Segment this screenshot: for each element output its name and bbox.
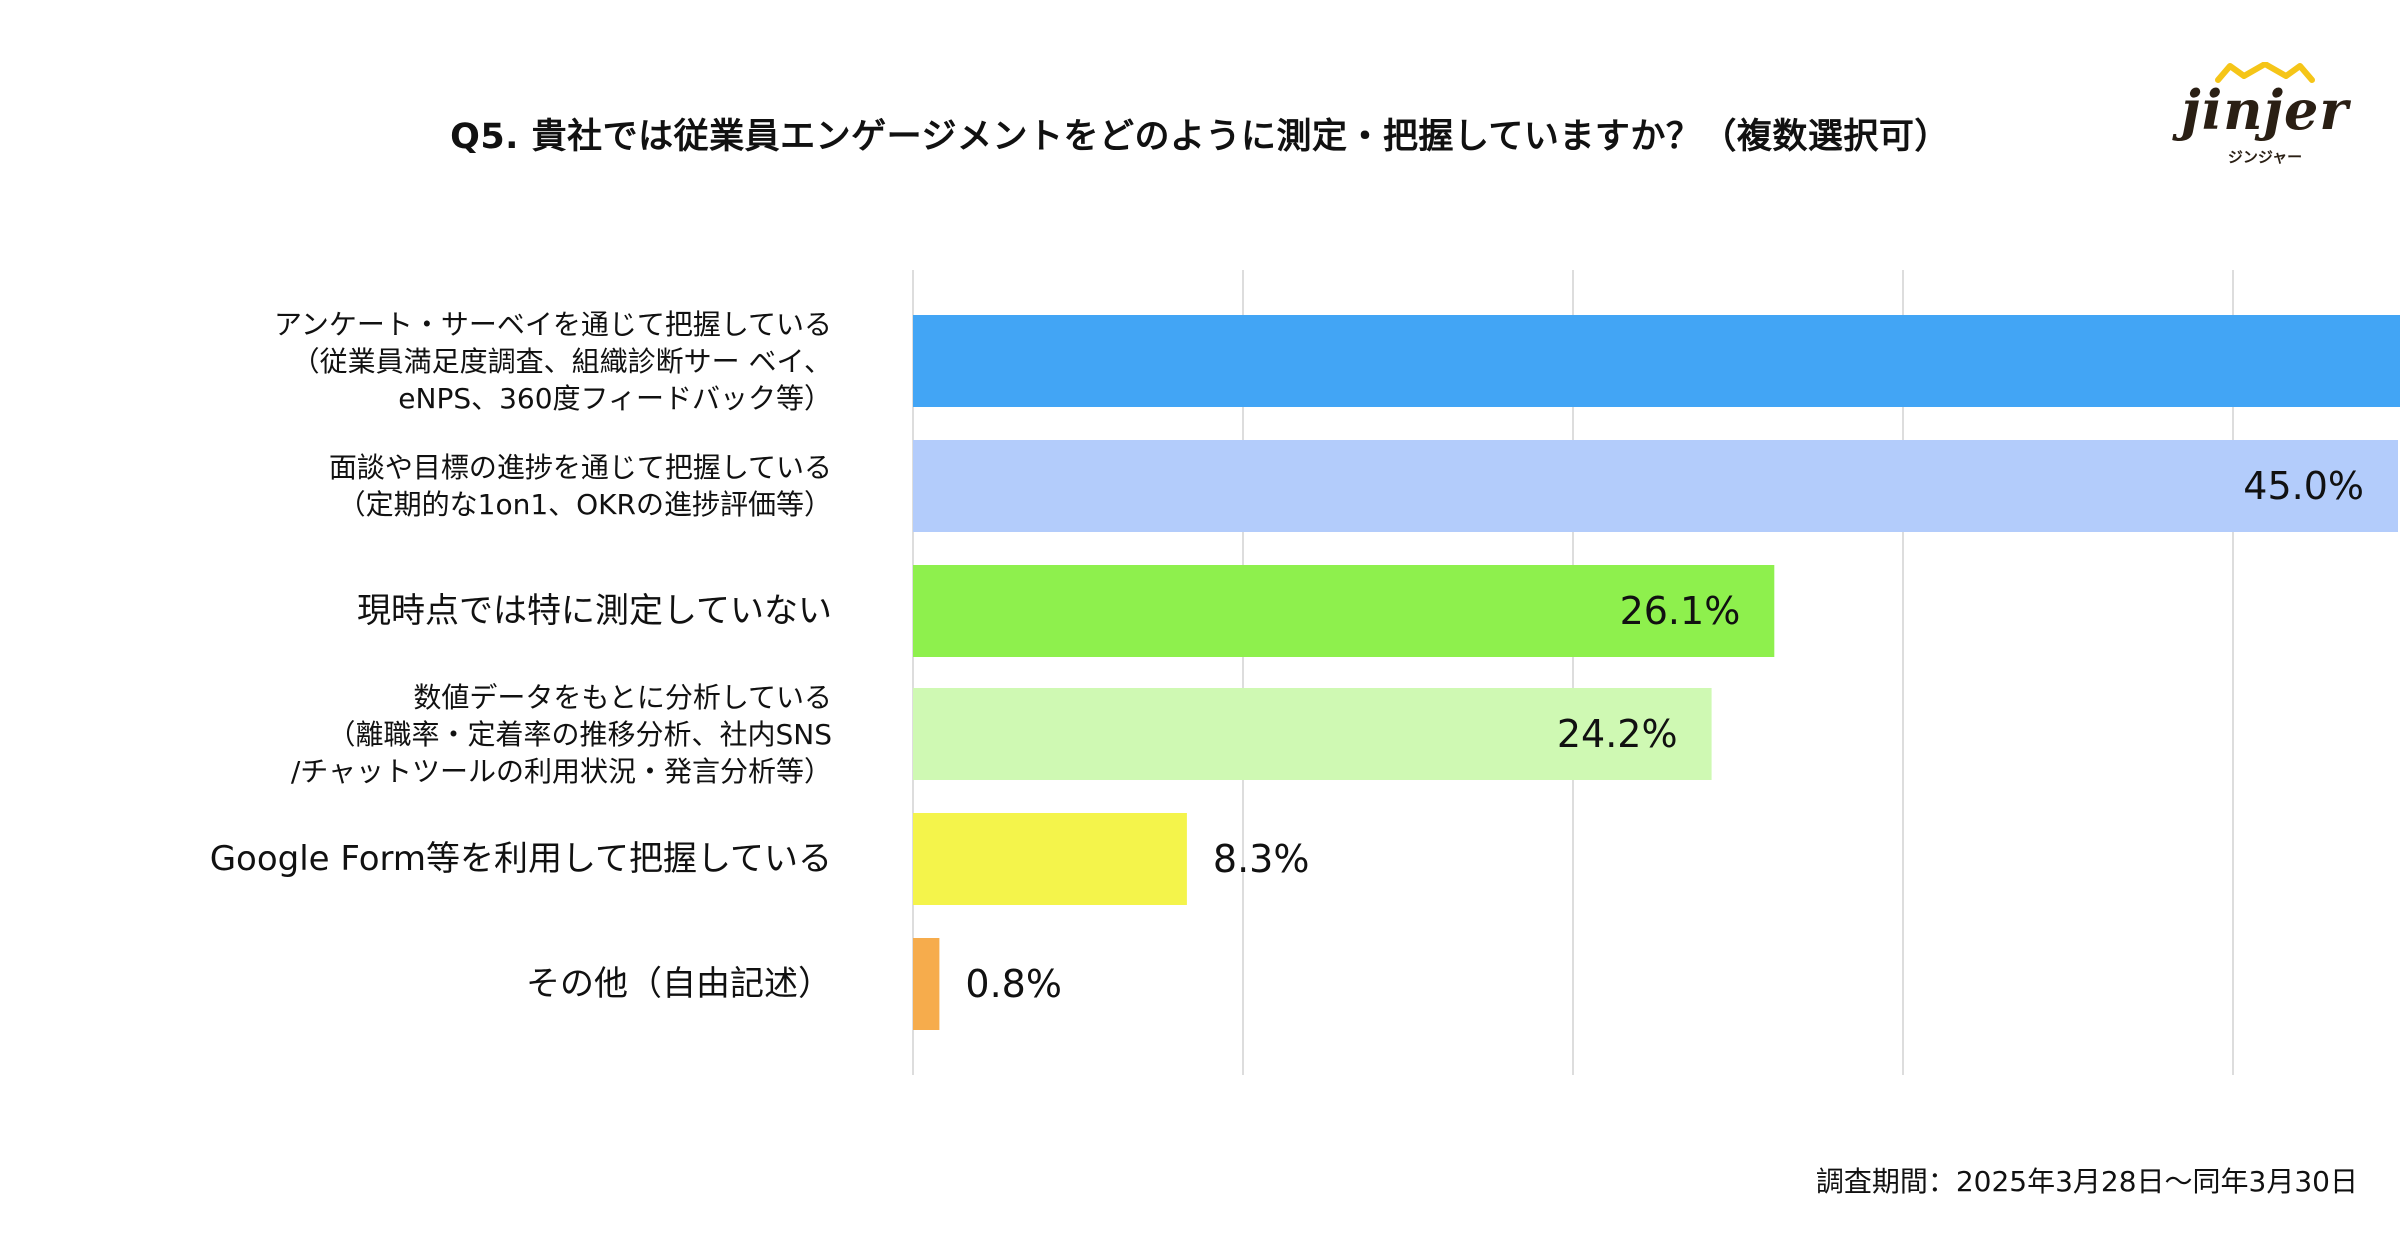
bar <box>913 813 1187 905</box>
bar <box>913 565 1775 657</box>
bar <box>913 315 2400 407</box>
bar <box>913 688 1712 780</box>
value-label: 8.3% <box>1213 837 1310 881</box>
category-label: その他（自由記述） <box>526 964 832 1004</box>
value-label: 45.0% <box>2243 464 2364 508</box>
category-label: アンケート・サーベイを通じて把握している （従業員満足度調査、組織診断サー ベイ… <box>273 307 832 415</box>
value-label: 24.2% <box>1557 712 1678 756</box>
category-label: Google Form等を利用して把握している <box>209 839 832 879</box>
category-label: 現時点では特に測定していない <box>357 591 832 631</box>
category-label: 数値データをもとに分析している （離職率・定着率の推移分析、社内SNS /チャッ… <box>290 680 832 788</box>
value-label: 26.1% <box>1620 589 1741 633</box>
value-label: 0.8% <box>965 962 1062 1006</box>
bar <box>913 938 940 1030</box>
chart-title: Q5. 貴社では従業員エンゲージメントをどのように測定・把握していますか？（複数… <box>450 117 1950 157</box>
crown-icon <box>2215 62 2315 83</box>
category-label: 面談や目標の進捗を通じて把握している （定期的な1on1、OKRの進捗評価等） <box>328 451 832 521</box>
logo-wordmark: jinjer <box>2181 78 2349 142</box>
bar <box>913 440 2398 532</box>
logo-subtitle: ジンジャー <box>2227 148 2303 166</box>
survey-period: 調査期間：2025年3月28日〜同年3月30日 <box>1815 1165 2358 1198</box>
brand-logo: jinjer ジンジャー <box>2180 60 2350 170</box>
